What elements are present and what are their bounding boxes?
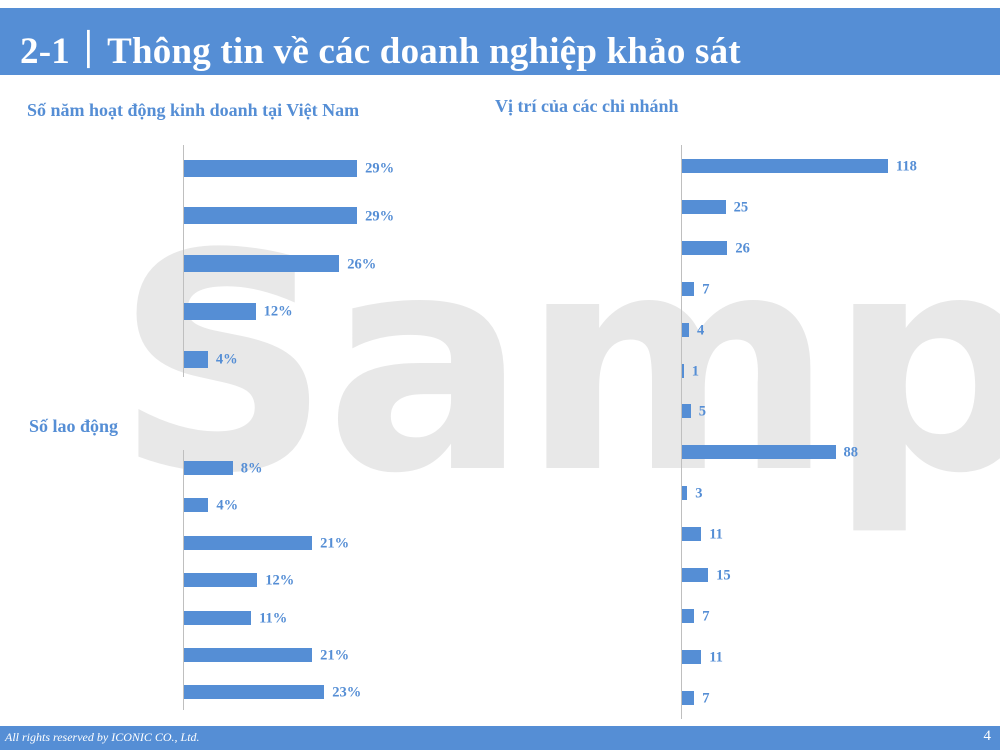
bar <box>682 322 689 337</box>
chart-axis-branches <box>681 145 682 719</box>
bar <box>682 608 695 623</box>
value-label: 4% <box>215 351 238 368</box>
bar <box>184 302 256 320</box>
page-title: 2-1｜Thông tin về các doanh nghiệp khảo s… <box>20 31 741 72</box>
bar <box>682 281 695 296</box>
value-label: 11 <box>709 526 723 543</box>
page-number: 4 <box>983 728 992 744</box>
bar <box>682 240 728 255</box>
bar <box>184 350 208 368</box>
bar <box>682 486 688 501</box>
header-bar: 2-1｜Thông tin về các doanh nghiệp khảo s… <box>0 8 1000 75</box>
value-label: 11 <box>709 649 723 666</box>
bar <box>184 159 358 177</box>
bar <box>184 207 358 225</box>
value-label: 7 <box>702 281 710 298</box>
bar <box>682 404 691 419</box>
chart-title-years-operation: Số năm hoạt động kinh doanh tại Việt Nam <box>27 100 360 120</box>
value-label: 29% <box>365 160 395 177</box>
value-label: 23% <box>332 684 362 701</box>
bar <box>184 461 233 475</box>
footer-bar: All rights reserved by ICONIC CO., Ltd. … <box>0 726 1000 750</box>
chart-title-employees: Số lao động <box>29 416 119 436</box>
bar <box>184 610 252 625</box>
value-label: 21% <box>320 535 350 552</box>
value-label: 4 <box>696 322 705 339</box>
value-label: 29% <box>365 208 395 225</box>
chart-title-branch-locations: Vị trí của các chi nhánh <box>495 96 679 116</box>
value-label: 21% <box>320 647 350 664</box>
chart-axis-years <box>183 145 184 377</box>
value-label: 11% <box>259 610 288 627</box>
bar <box>184 535 313 550</box>
value-label: 3 <box>695 485 703 502</box>
value-label: 25 <box>733 199 749 216</box>
bar <box>682 527 702 542</box>
value-label: 26 <box>735 240 750 257</box>
value-label: 118 <box>895 158 917 175</box>
bar <box>682 199 726 214</box>
bar <box>682 690 695 705</box>
bar <box>682 363 684 378</box>
bar <box>184 573 258 588</box>
bar <box>682 649 702 664</box>
bar <box>682 568 709 582</box>
bar <box>682 159 888 173</box>
value-label: 5 <box>698 403 706 420</box>
bar <box>184 648 313 662</box>
value-label: 7 <box>702 690 710 707</box>
bar <box>184 498 209 513</box>
value-label: 15 <box>716 567 731 584</box>
copyright-text: All rights reserved by ICONIC CO., Ltd. <box>5 730 200 744</box>
chart-axis-employees <box>183 450 184 710</box>
value-label: 4% <box>216 497 239 514</box>
value-label: 26% <box>347 256 377 273</box>
bar <box>184 255 340 273</box>
value-label: 8% <box>240 460 263 477</box>
bar <box>184 685 325 700</box>
value-label: 12% <box>263 303 293 320</box>
value-label: 7 <box>702 608 710 625</box>
value-label: 1 <box>691 363 699 379</box>
value-label: 12% <box>265 572 295 589</box>
value-label: 88 <box>843 444 859 461</box>
bar <box>682 445 836 460</box>
